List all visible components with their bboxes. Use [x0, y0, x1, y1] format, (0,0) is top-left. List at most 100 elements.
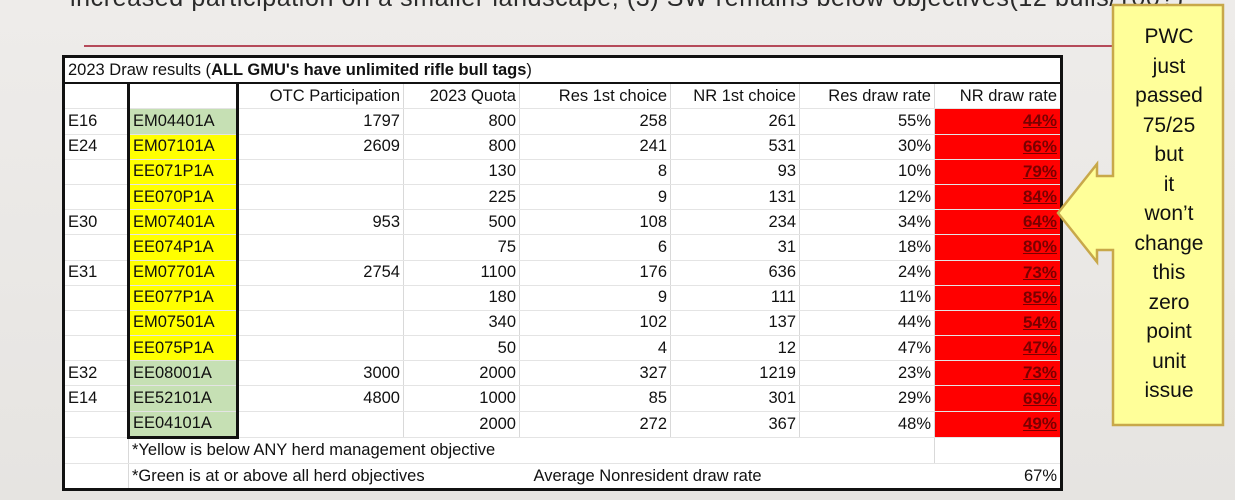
res-first-choice-cell: 241	[519, 134, 671, 160]
otc-participation-cell	[237, 234, 404, 261]
header-quota: 2023 Quota	[403, 83, 520, 110]
callout-line: just	[1152, 54, 1186, 78]
res-first-choice-cell: 272	[519, 411, 671, 438]
table-title-bold: ALL GMU's have unlimited rifle bull tags	[211, 60, 527, 79]
hunt-code-cell: EM04401A	[127, 108, 239, 135]
table-row: EE071P1A 130 8 93 10% 79%	[63, 159, 1062, 185]
header-unit	[127, 83, 239, 110]
nr-draw-rate-cell: 73%	[934, 260, 1062, 286]
otc-participation-cell: 3000	[237, 360, 404, 387]
gmu-cell	[63, 411, 129, 438]
nr-draw-rate-cell: 80%	[934, 234, 1062, 261]
res-first-choice-cell: 102	[519, 310, 671, 337]
res-draw-rate-cell: 48%	[799, 411, 935, 438]
gmu-cell: E24	[63, 134, 129, 160]
nr-first-choice-cell: 111	[670, 285, 800, 311]
nr-first-choice-cell: 636	[670, 260, 800, 286]
callout-line: won’t	[1144, 202, 1194, 225]
average-label: Average Nonresident draw rate	[519, 463, 935, 491]
res-first-choice-cell: 6	[519, 234, 671, 261]
quota-cell: 1100	[403, 260, 520, 286]
gmu-cell: E14	[63, 385, 129, 412]
header-res-first: Res 1st choice	[519, 83, 671, 110]
table-row: EM07501A 340 102 137 44% 54%	[63, 310, 1062, 337]
res-draw-rate-cell: 10%	[799, 159, 935, 185]
gmu-cell	[63, 310, 129, 337]
otc-participation-cell: 1797	[237, 108, 404, 135]
note-row-green: *Green is at or above all herd objective…	[63, 463, 1062, 491]
gmu-cell	[63, 234, 129, 261]
nr-draw-rate-cell: 73%	[934, 360, 1062, 387]
res-draw-rate-cell: 11%	[799, 285, 935, 311]
nr-first-choice-cell: 131	[670, 184, 800, 211]
nr-first-choice-cell: 261	[670, 108, 800, 135]
nr-first-choice-cell: 531	[670, 134, 800, 160]
hunt-code-cell: EE08001A	[127, 360, 239, 387]
table-row: E16 EM04401A 1797 800 258 261 55% 44%	[63, 108, 1062, 135]
callout-line: this	[1152, 261, 1186, 284]
quota-cell: 800	[403, 134, 520, 160]
note-empty	[934, 437, 1062, 465]
nr-first-choice-cell: 301	[670, 385, 800, 412]
res-first-choice-cell: 108	[519, 209, 671, 236]
otc-participation-cell	[237, 411, 404, 438]
table-header-row: OTC Participation 2023 Quota Res 1st cho…	[63, 83, 1062, 110]
callout-line: it	[1163, 172, 1175, 196]
header-nr-rate: NR draw rate	[934, 83, 1062, 110]
note-row-yellow: *Yellow is below ANY herd management obj…	[63, 437, 1062, 465]
otc-participation-cell: 2609	[237, 134, 404, 160]
res-first-choice-cell: 176	[519, 260, 671, 286]
nr-draw-rate-cell: 47%	[934, 335, 1062, 362]
hunt-code-cell: EE077P1A	[127, 285, 239, 311]
table-row: E32 EE08001A 3000 2000 327 1219 23% 73%	[63, 360, 1062, 387]
otc-participation-cell	[237, 285, 404, 311]
res-first-choice-cell: 9	[519, 184, 671, 211]
table-title: 2023 Draw results (ALL GMU's have unlimi…	[63, 56, 1062, 85]
nr-draw-rate-cell: 64%	[934, 209, 1062, 236]
average-value: 67%	[934, 463, 1062, 491]
callout-line: issue	[1144, 379, 1194, 402]
res-draw-rate-cell: 18%	[799, 234, 935, 261]
callout-line: point	[1146, 320, 1192, 343]
nr-first-choice-cell: 31	[670, 234, 800, 261]
nr-draw-rate-cell: 84%	[934, 184, 1062, 211]
res-draw-rate-cell: 47%	[799, 335, 935, 362]
gmu-cell: E16	[63, 108, 129, 135]
gmu-cell	[63, 159, 129, 185]
callout-line: unit	[1152, 349, 1186, 373]
quota-cell: 2000	[403, 360, 520, 387]
gmu-cell: E32	[63, 360, 129, 387]
hunt-code-cell: EE075P1A	[127, 335, 239, 362]
res-draw-rate-cell: 12%	[799, 184, 935, 211]
res-draw-rate-cell: 23%	[799, 360, 935, 387]
note-yellow: *Yellow is below ANY herd management obj…	[128, 437, 800, 465]
nr-first-choice-cell: 137	[670, 310, 800, 337]
gmu-cell: E31	[63, 260, 129, 286]
quota-cell: 180	[403, 285, 520, 311]
draw-results-table: 2023 Draw results (ALL GMU's have unlimi…	[62, 55, 1063, 492]
otc-participation-cell: 2754	[237, 260, 404, 286]
header-res-rate: Res draw rate	[799, 83, 935, 110]
otc-participation-cell: 953	[237, 209, 404, 236]
nr-draw-rate-cell: 44%	[934, 108, 1062, 135]
note-spacer	[63, 437, 129, 465]
callout-line: but	[1154, 143, 1184, 166]
callout-text: PWC just passed 75/25 but it won’t change this ze…	[1117, 22, 1221, 406]
hunt-code-cell: EM07701A	[127, 260, 239, 286]
nr-draw-rate-cell: 69%	[934, 385, 1062, 412]
callout-line: change	[1134, 231, 1204, 255]
table-title-row: 2023 Draw results (ALL GMU's have unlimi…	[63, 56, 1062, 85]
hunt-code-cell: EE071P1A	[127, 159, 239, 185]
res-draw-rate-cell: 30%	[799, 134, 935, 160]
table-row: EE075P1A 50 4 12 47% 47%	[63, 335, 1062, 362]
hunt-code-cell: EE52101A	[127, 385, 239, 412]
quota-cell: 340	[403, 310, 520, 337]
gmu-cell	[63, 335, 129, 362]
nr-first-choice-cell: 12	[670, 335, 800, 362]
header-gmu	[63, 83, 129, 110]
res-draw-rate-cell: 24%	[799, 260, 935, 286]
quota-cell: 500	[403, 209, 520, 236]
callout-line: zero	[1148, 290, 1190, 314]
otc-participation-cell	[237, 159, 404, 185]
nr-draw-rate-cell: 85%	[934, 285, 1062, 311]
